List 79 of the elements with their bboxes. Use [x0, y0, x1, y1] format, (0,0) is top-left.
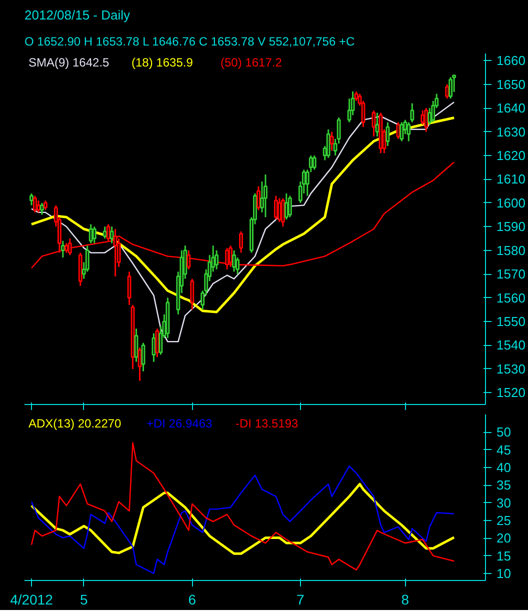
- candlestick: [102, 226, 107, 240]
- y-tick-label: 1640: [496, 100, 526, 116]
- candlestick: [43, 200, 48, 211]
- candlestick: [88, 224, 93, 244]
- y-tick-label: 1620: [496, 148, 526, 163]
- candlestick: [326, 128, 330, 159]
- line-series: [30, 482, 456, 555]
- candlestick: [106, 224, 110, 242]
- candlestick: [152, 332, 156, 363]
- y-tick-label: 1650: [496, 76, 526, 92]
- chart-subtitle: O 1652.90 H 1653.78 L 1646.76 C 1653.78 V 552,107,756 +C: [24, 34, 355, 48]
- y-tick-label: 35: [496, 478, 511, 493]
- y-tick-label: 25: [496, 512, 511, 528]
- text: SMA(9) 1642.5: [28, 56, 110, 70]
- y-tick-label: 40: [496, 460, 511, 475]
- candlestick: [420, 110, 425, 126]
- candlestick: [372, 110, 376, 138]
- text: ADX(13) 20.2270: [28, 416, 122, 430]
- candlestick: [400, 122, 404, 142]
- candlestick: [232, 250, 236, 272]
- y-tick-label: 1570: [496, 266, 526, 282]
- y-tick-label: 1530: [496, 361, 526, 376]
- y-tick-label: 20: [496, 530, 511, 546]
- y-tick-label: 1630: [496, 124, 526, 140]
- candlestick: [155, 328, 160, 358]
- candlestick: [288, 195, 292, 218]
- x-tick-label: 4/2012: [10, 592, 54, 608]
- y-tick-label: 50: [496, 424, 511, 440]
- candlestick: [284, 192, 288, 220]
- candlestick: [274, 195, 278, 220]
- y-tick-label: 1600: [496, 195, 526, 210]
- candlestick: [312, 154, 316, 170]
- y-tick-label: 10: [496, 566, 511, 581]
- x-tick-label: 6: [188, 592, 196, 608]
- y-tick-label: 1560: [496, 290, 526, 306]
- chart-title: 2012/08/15 - Daily: [24, 8, 131, 22]
- y-tick-label: 45: [496, 442, 511, 458]
- candlestick: [127, 270, 132, 306]
- y-tick-label: 1520: [496, 385, 526, 400]
- candlestick: [406, 122, 411, 142]
- candlestick: [190, 278, 194, 310]
- y-tick-label: 1590: [496, 219, 526, 234]
- line-series: [30, 116, 456, 314]
- candlestick: [280, 197, 285, 228]
- line-series: [30, 161, 455, 269]
- y-tick-label: 15: [496, 548, 511, 564]
- candlestick: [141, 342, 146, 372]
- y-tick-label: 1660: [496, 53, 526, 68]
- candlestick: [64, 242, 68, 254]
- candlestick: [396, 122, 400, 140]
- x-tick-label: 8: [401, 592, 410, 608]
- candlestick: [239, 230, 244, 254]
- candlestick: [214, 250, 219, 270]
- line-series: [30, 442, 455, 571]
- y-tick-label: 1550: [496, 314, 526, 329]
- candlestick: [264, 174, 268, 218]
- y-tick-label: 1540: [496, 338, 526, 353]
- candlestick: [33, 195, 37, 214]
- y-tick-label: 1610: [496, 172, 526, 187]
- candlestick: [448, 76, 453, 100]
- x-tick-label: 7: [296, 592, 305, 608]
- text: (18) 1635.9: [132, 56, 194, 70]
- candlestick: [277, 197, 282, 223]
- candlestick: [36, 200, 40, 214]
- candlestick: [424, 107, 428, 133]
- candlestick: [386, 122, 390, 147]
- candlestick: [410, 102, 414, 124]
- text: +DI 26.9463: [146, 416, 213, 430]
- x-tick-label: 5: [80, 592, 88, 608]
- candlestick: [92, 226, 96, 244]
- text: (50) 1617.2: [220, 56, 282, 70]
- y-tick-label: 1580: [496, 242, 526, 258]
- text: -DI 13.5193: [236, 416, 299, 430]
- candlestick: [68, 238, 72, 256]
- candlestick: [40, 202, 44, 216]
- y-tick-label: 30: [496, 495, 511, 510]
- line-series: [30, 465, 455, 574]
- line-series: [30, 101, 455, 342]
- candlestick: [110, 226, 114, 244]
